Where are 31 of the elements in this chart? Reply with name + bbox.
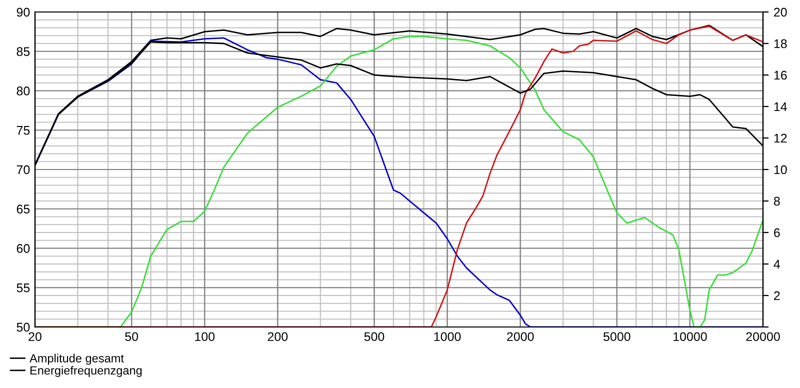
x-tick-label: 2000 bbox=[507, 332, 534, 342]
y-tick-label: 85 bbox=[16, 47, 30, 56]
x-tick-label: 50 bbox=[125, 332, 138, 342]
y2-tick-label: 20 bbox=[774, 8, 787, 17]
y2-tick-label: 8 bbox=[774, 196, 780, 206]
y2-tick-label: 2 bbox=[774, 291, 780, 300]
x-tick-label: 500 bbox=[364, 332, 384, 342]
y-tick-label: 65 bbox=[16, 204, 30, 214]
y2-tick-label: 14 bbox=[774, 102, 787, 112]
y-tick-label: 70 bbox=[16, 165, 30, 174]
y2-tick-label: 6 bbox=[774, 228, 780, 238]
y-tick-label: 50 bbox=[16, 322, 30, 332]
y2-tick-label: 4 bbox=[774, 260, 780, 269]
y-tick-label: 60 bbox=[16, 244, 30, 253]
y-tick-label: 75 bbox=[16, 126, 30, 135]
x-tick-label: 5000 bbox=[604, 332, 630, 342]
y2-tick-label: 12 bbox=[774, 134, 787, 143]
y2-tick-label: 18 bbox=[774, 39, 787, 48]
legend-label: Energiefrequenzgang bbox=[30, 366, 142, 377]
legend-label: Amplitude gesamt bbox=[30, 354, 124, 365]
x-tick-label: 1000 bbox=[434, 332, 461, 342]
y2-tick-label: 10 bbox=[774, 165, 787, 174]
x-tick-label: 20 bbox=[28, 332, 42, 342]
x-tick-label: 20000 bbox=[746, 332, 780, 342]
x-tick-label: 10000 bbox=[674, 332, 707, 342]
y-tick-label: 55 bbox=[16, 284, 30, 292]
y-tick-label: 90 bbox=[16, 8, 30, 17]
y-tick-label: 80 bbox=[16, 86, 30, 96]
x-tick-label: 100 bbox=[195, 332, 215, 342]
x-tick-label: 200 bbox=[268, 332, 288, 342]
y2-tick-label: 16 bbox=[774, 70, 787, 80]
